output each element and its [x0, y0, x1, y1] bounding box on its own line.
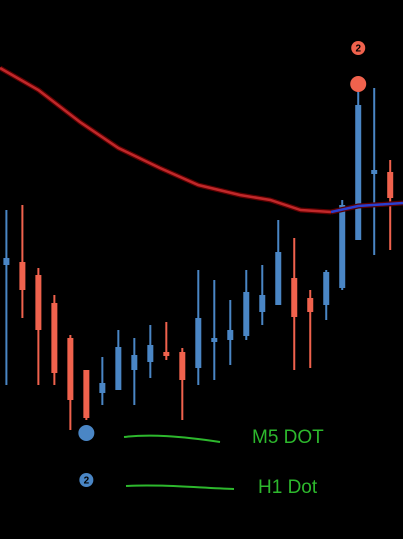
- candle-body: [179, 352, 186, 380]
- candle-body: [387, 172, 394, 198]
- candle-body: [275, 252, 282, 305]
- annotation-stroke: [123, 434, 221, 443]
- candle-body: [195, 318, 202, 368]
- signal-badge: [351, 41, 366, 55]
- candle-body: [131, 355, 138, 370]
- annotation-stroke: [125, 484, 235, 490]
- signal-label: 2: [84, 476, 90, 487]
- candle-body: [35, 275, 42, 330]
- candle-body: [227, 330, 234, 340]
- signal-dot: [350, 76, 367, 92]
- candle-body: [115, 347, 122, 390]
- candle-body: [243, 292, 250, 336]
- signal-badge: [79, 473, 94, 487]
- candle-body: [3, 258, 10, 265]
- moving-average: [330, 201, 403, 214]
- candle-body: [307, 298, 314, 312]
- candle-body: [99, 383, 106, 393]
- candle-body: [163, 352, 170, 356]
- signal-label: 2: [355, 44, 361, 55]
- candle-body: [147, 345, 154, 362]
- candle-body: [339, 205, 346, 288]
- signal-dot: [78, 425, 95, 441]
- candle-body: [371, 170, 378, 174]
- candle-body: [67, 338, 74, 400]
- candle-body: [355, 105, 362, 240]
- line-outline: [0, 65, 332, 215]
- candle-body: [51, 303, 58, 373]
- candle-body: [323, 272, 330, 305]
- candle-body: [19, 262, 26, 290]
- annotation: M5 DOT: [252, 427, 324, 448]
- moving-average: [0, 66, 332, 214]
- candle-body: [211, 338, 218, 342]
- annotation: H1 Dot: [258, 477, 318, 498]
- candle-body: [83, 370, 90, 418]
- candle-body: [259, 295, 266, 312]
- candle-body: [291, 278, 298, 317]
